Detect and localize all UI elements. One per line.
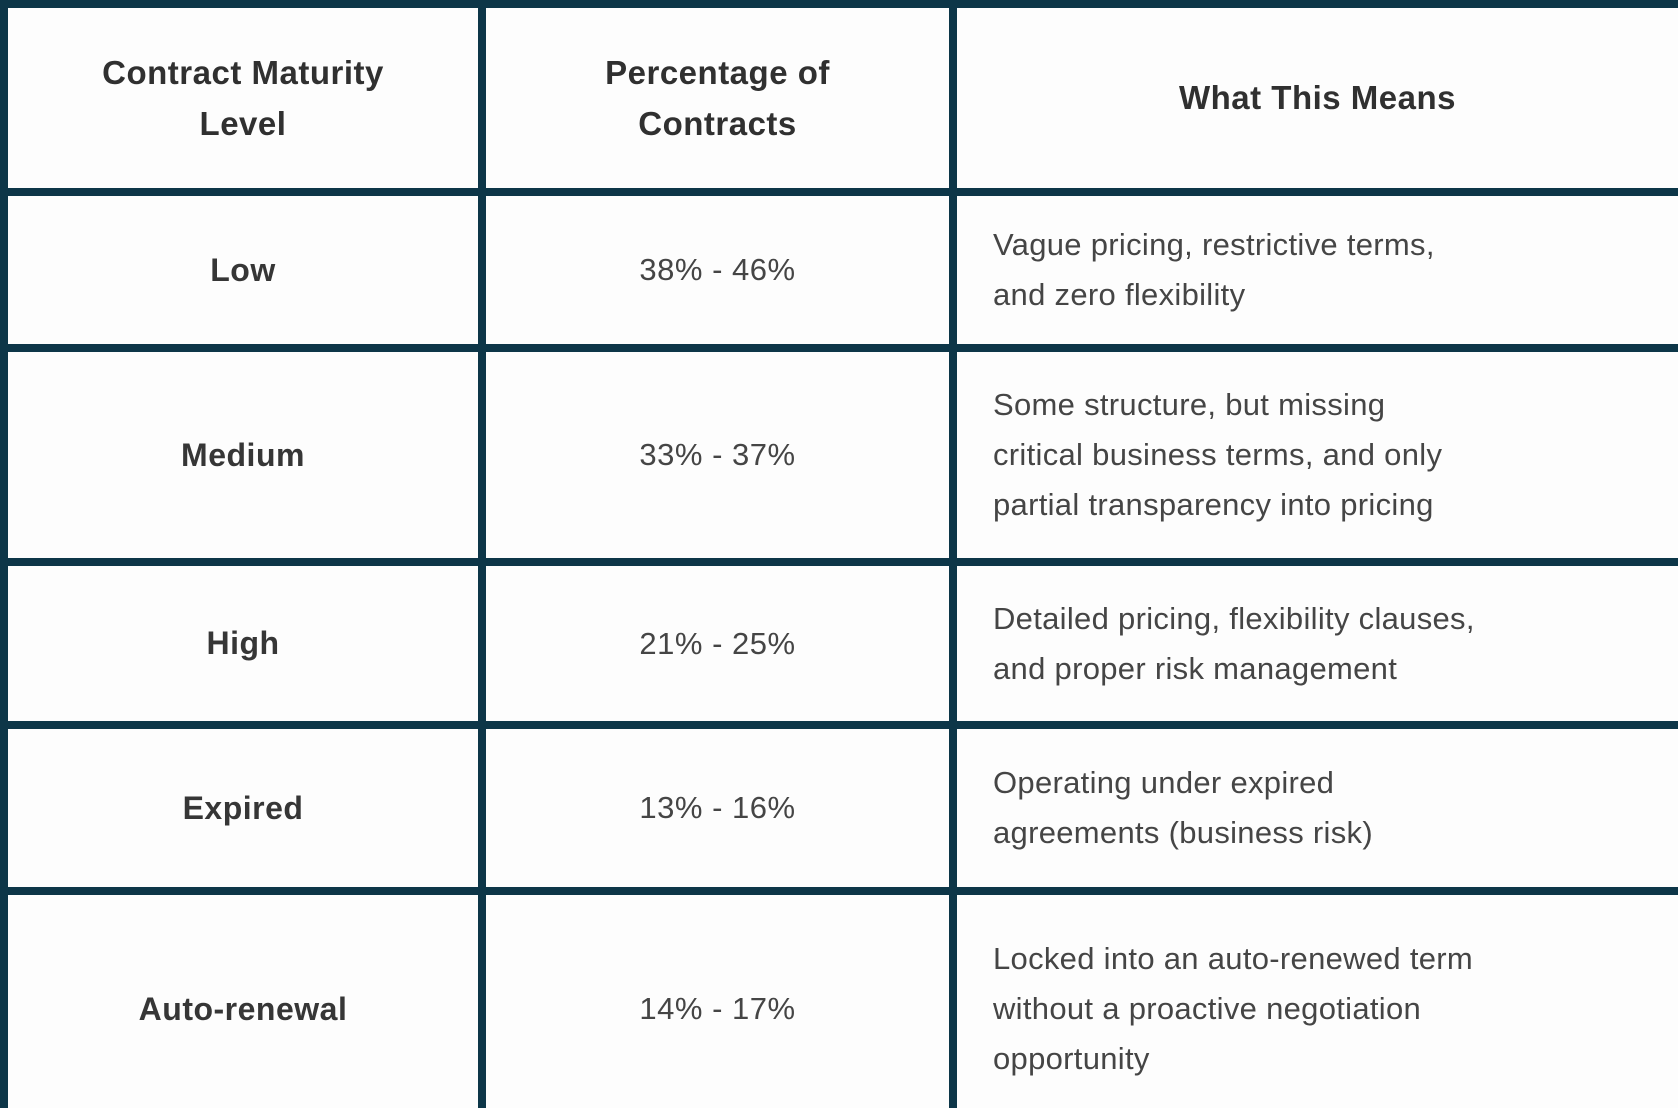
cell-level-medium: Medium <box>0 344 486 566</box>
table-row: High 21% - 25% Detailed pricing, flexibi… <box>0 558 1678 729</box>
cell-meaning-auto-renewal: Locked into an auto-renewed term without… <box>949 887 1678 1108</box>
header-cell-percentage: Percentage of Contracts <box>478 0 957 196</box>
table-row: Expired 13% - 16% Operating under expire… <box>0 721 1678 895</box>
table-row: Low 38% - 46% Vague pricing, restrictive… <box>0 188 1678 352</box>
cell-level-auto-renewal: Auto-renewal <box>0 887 486 1108</box>
cell-level-low: Low <box>0 188 486 352</box>
cell-meaning-expired: Operating under expired agreements (busi… <box>949 721 1678 895</box>
cell-meaning-low: Vague pricing, restrictive terms, and ze… <box>949 188 1678 352</box>
cell-percentage-expired: 13% - 16% <box>478 721 957 895</box>
table-header-row: Contract Maturity Level Percentage of Co… <box>0 0 1678 196</box>
cell-percentage-auto-renewal: 14% - 17% <box>478 887 957 1108</box>
table-row: Auto-renewal 14% - 17% Locked into an au… <box>0 887 1678 1108</box>
header-cell-maturity-level: Contract Maturity Level <box>0 0 486 196</box>
header-cell-meaning: What This Means <box>949 0 1678 196</box>
cell-level-high: High <box>0 558 486 729</box>
cell-percentage-medium: 33% - 37% <box>478 344 957 566</box>
cell-percentage-high: 21% - 25% <box>478 558 957 729</box>
cell-percentage-low: 38% - 46% <box>478 188 957 352</box>
cell-meaning-high: Detailed pricing, flexibility clauses, a… <box>949 558 1678 729</box>
cell-meaning-medium: Some structure, but missing critical bus… <box>949 344 1678 566</box>
table-row: Medium 33% - 37% Some structure, but mis… <box>0 344 1678 566</box>
cell-level-expired: Expired <box>0 721 486 895</box>
